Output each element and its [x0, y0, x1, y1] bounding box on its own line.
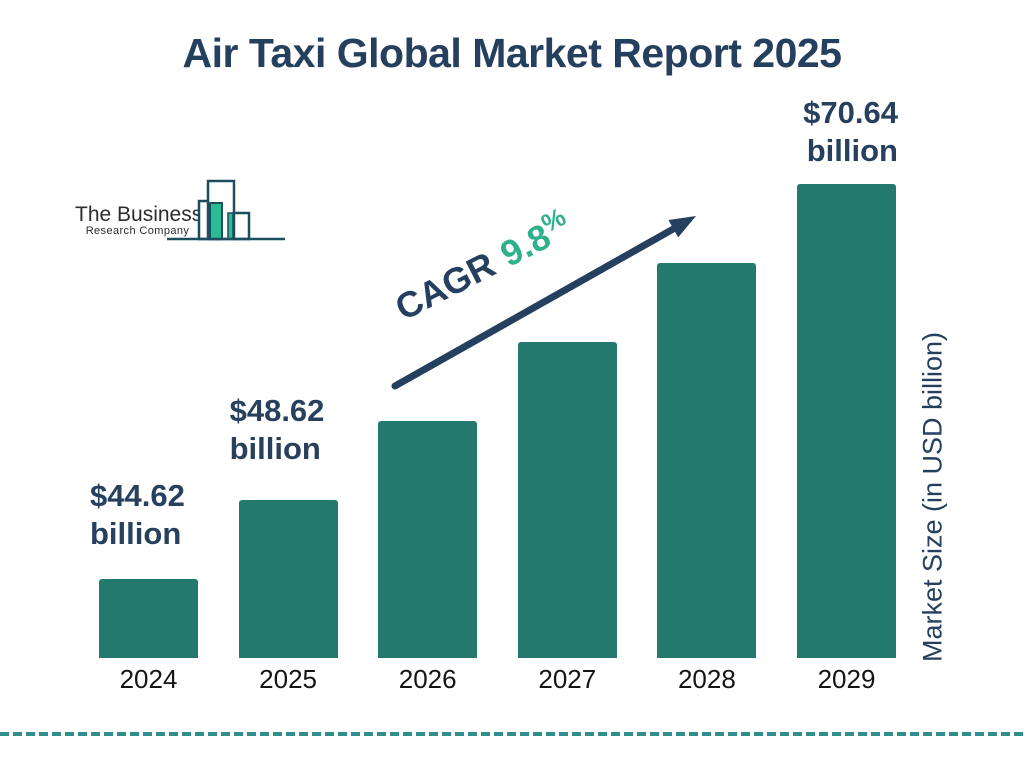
value-amount: $48.62 [229, 393, 325, 428]
bar-2027 [517, 342, 617, 658]
company-logo: The Business Research Company [75, 178, 290, 244]
logo-company-subname: Research Company [85, 225, 190, 237]
bar-2024 [99, 579, 198, 658]
x-axis-label-2025: 2025 [259, 664, 318, 694]
x-axis-label-2026: 2026 [398, 664, 457, 694]
value-unit: billion [229, 431, 321, 466]
x-axis-label-2028: 2028 [677, 664, 736, 694]
x-axis-label-2029: 2029 [817, 664, 876, 694]
bar-chart-logo-icon [167, 179, 285, 241]
growth-arrow-icon [391, 216, 696, 390]
y-axis-title-text: Market Size (in USD billion) [917, 331, 948, 663]
x-axis-label-2027: 2027 [538, 664, 597, 694]
bar-value-label-2025: $48.62 billion [230, 392, 430, 468]
value-amount: $70.64 [803, 95, 898, 130]
bar-value-label-2029: $70.64 billion [698, 94, 898, 170]
bar-2025 [238, 500, 338, 658]
bar-2029 [797, 184, 896, 658]
bar-value-label-2024: $44.62 billion [90, 477, 290, 553]
bar-2026 [378, 421, 478, 658]
bar-2028 [657, 263, 757, 658]
x-axis-label-2024: 2024 [119, 664, 178, 694]
chart-title: Air Taxi Global Market Report 2025 [182, 30, 842, 76]
value-unit: billion [806, 133, 898, 168]
value-amount: $44.62 [90, 478, 185, 513]
logo-company-name: The Business [75, 203, 203, 226]
dashed-divider-line [0, 732, 1024, 736]
logo-text: The Business Research Company [75, 203, 203, 237]
value-unit: billion [90, 516, 182, 551]
